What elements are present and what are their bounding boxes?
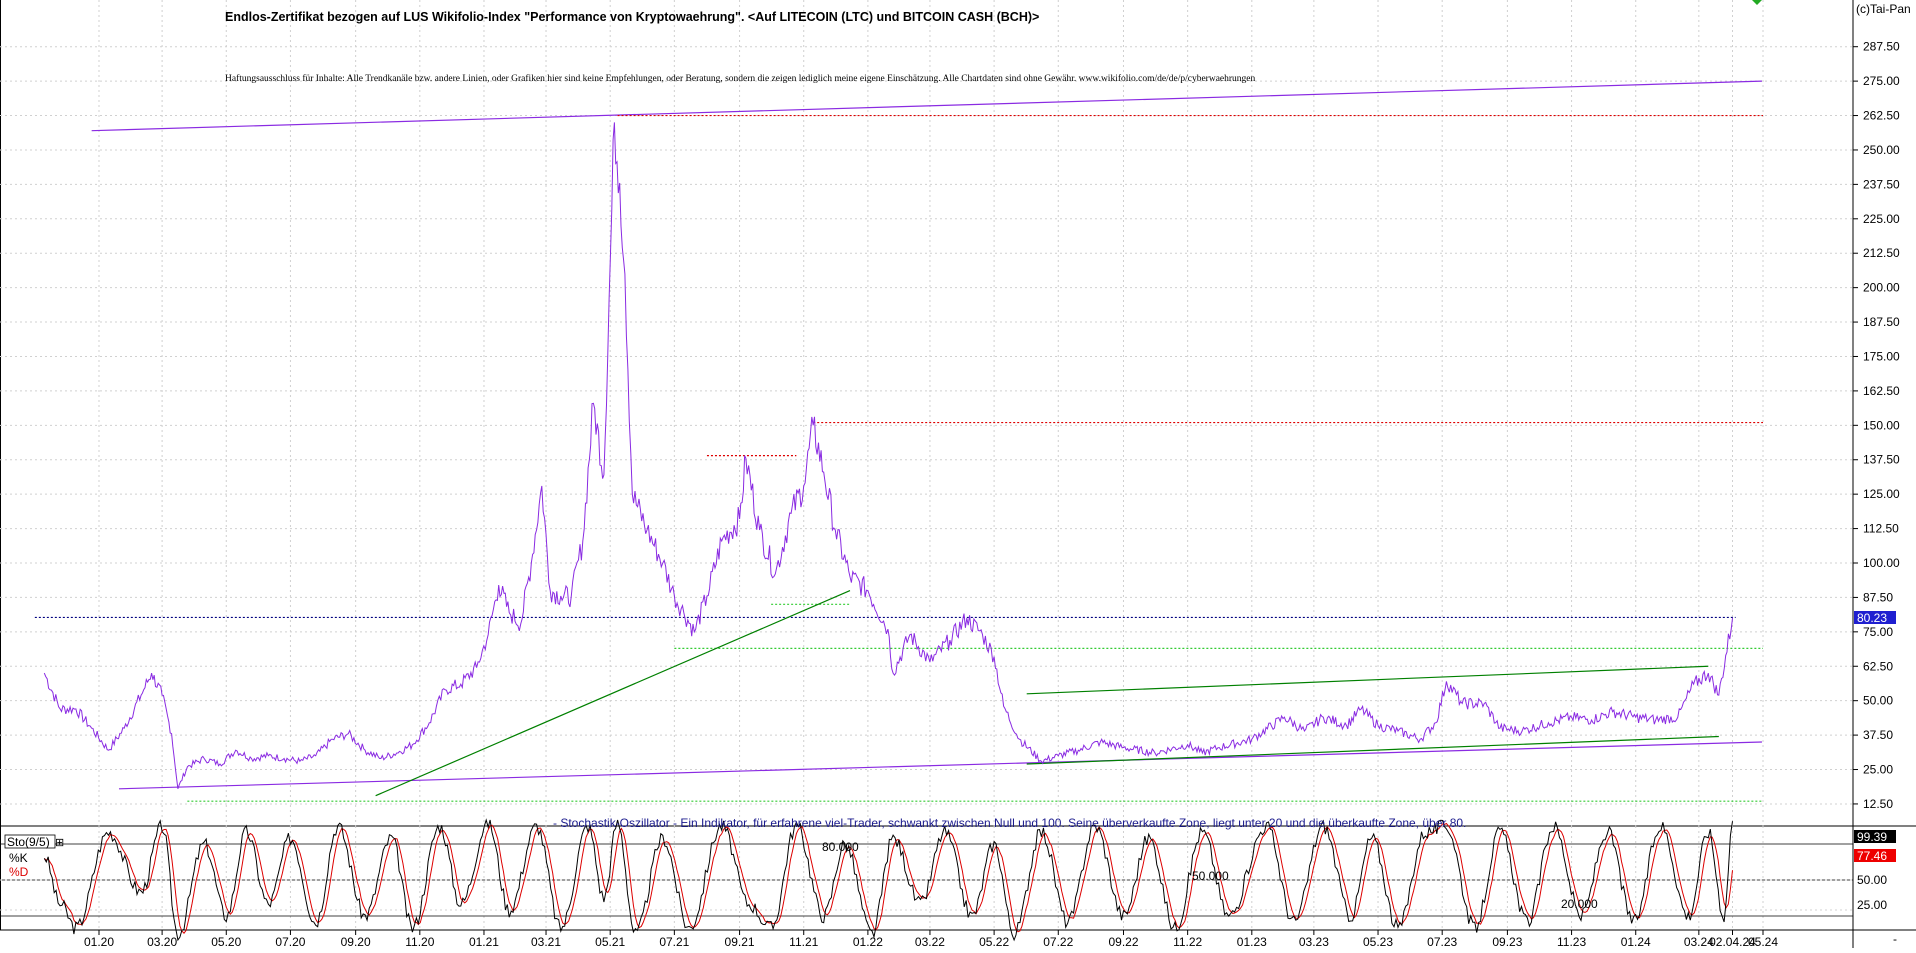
- x-tick-label: 09.23: [1492, 935, 1522, 948]
- oscillator-label-box[interactable]: [4, 834, 56, 849]
- y-tick-label: 225.00: [1863, 212, 1900, 226]
- y-tick-label: 150.00: [1863, 418, 1900, 432]
- x-tick-label: 11.21: [789, 935, 818, 948]
- k-value-badge: [1854, 830, 1896, 843]
- level-20-label: 20.000: [1561, 897, 1598, 911]
- osc-tick-25: 25.00: [1857, 898, 1887, 912]
- x-tick-label: 01.22: [853, 935, 883, 948]
- y-tick-label: 75.00: [1863, 625, 1893, 639]
- x-tick-label: 01.24: [1621, 935, 1651, 948]
- x-axis: 01.20 03.20 05.20 07.20 09.20 11.20 01.21 03.21…: [84, 930, 1778, 949]
- channel-top-line: [1026, 665, 1709, 695]
- x-tick-label: 03.22: [915, 935, 945, 948]
- y-tick-label: 137.50: [1863, 453, 1900, 467]
- axis-minus-icon[interactable]: -: [1893, 932, 1897, 946]
- oscillator-title: - Stochastik-Oszillator - Ein Indikator,…: [553, 816, 1466, 830]
- x-tick-label: 09.21: [725, 935, 755, 948]
- d-value-label: 77.46: [1857, 849, 1887, 863]
- x-tick-label: 11.20: [405, 935, 434, 948]
- y-tick-label: 112.50: [1863, 522, 1899, 536]
- y-tick-label: 275.00: [1863, 74, 1900, 88]
- x-tick-label: 05.23: [1363, 935, 1393, 948]
- y-tick-label: 25.00: [1863, 763, 1893, 777]
- k-legend: %K: [9, 851, 28, 865]
- y-tick-label: 12.50: [1863, 797, 1893, 811]
- y-tick-label: 200.00: [1863, 281, 1900, 295]
- y-tick-label: 37.50: [1863, 728, 1893, 742]
- y-tick-label: 87.50: [1863, 590, 1893, 604]
- y-tick-label: 212.50: [1863, 246, 1900, 260]
- d-legend: %D: [9, 865, 29, 879]
- y-tick-label: 175.00: [1863, 349, 1900, 363]
- x-tick-label: 05.21: [595, 935, 625, 948]
- channel-bottom-line: [1026, 735, 1719, 765]
- x-tick-label: 09.20: [341, 935, 371, 948]
- oscillator-add-icon[interactable]: ⊞: [55, 837, 64, 849]
- x-tick-label: 02.04.24: [1709, 935, 1756, 948]
- x-tick-label: 01.23: [1237, 935, 1267, 948]
- disclaimer-text: Haftungsausschluss für Inhalte: Alle Tre…: [225, 73, 1256, 84]
- last-price-label: 80.23: [1857, 611, 1887, 625]
- x-tick-label: 07.22: [1043, 935, 1073, 948]
- y-tick-label: 100.00: [1863, 556, 1900, 570]
- trendline-layer: [34, 80, 1763, 802]
- copyright-label: (c)Tai-Pan: [1856, 2, 1911, 16]
- x-tick-label: 05.20: [211, 935, 241, 948]
- chart-title: Endlos-Zertifikat bezogen auf LUS Wikifo…: [225, 10, 1039, 24]
- level-80-label: 80.000: [822, 840, 859, 854]
- x-tick-label: 11.23: [1557, 935, 1586, 948]
- uptrend-line: [375, 589, 851, 797]
- x-tick-label: 07.23: [1427, 935, 1457, 948]
- y-tick-label: 250.00: [1863, 143, 1900, 157]
- y-tick-label: 162.50: [1863, 384, 1900, 398]
- y-tick-label: 262.50: [1863, 109, 1900, 123]
- k-value-label: 99.39: [1857, 830, 1887, 844]
- y-tick-label: 62.50: [1863, 659, 1893, 673]
- x-tick-label: 05.24: [1748, 935, 1778, 948]
- price-series-line: [43, 122, 1733, 789]
- upper-channel-line: [91, 80, 1762, 132]
- x-tick-label: 11.22: [1173, 935, 1202, 948]
- y-tick-label: 187.50: [1863, 315, 1900, 329]
- last-price-badge: [1854, 611, 1896, 624]
- x-tick-label: 07.20: [275, 935, 305, 948]
- d-value-badge: [1854, 849, 1896, 862]
- osc-tick-50: 50.00: [1857, 873, 1887, 887]
- scroll-marker-icon[interactable]: [1752, 0, 1762, 5]
- x-tick-label: 03.21: [531, 935, 561, 948]
- x-tick-label: 05.22: [979, 935, 1009, 948]
- oscillator-layer: [0, 818, 1853, 942]
- level-50-label: 50.000: [1192, 869, 1229, 883]
- lower-channel-line: [118, 741, 1762, 790]
- x-tick-label: 07.21: [659, 935, 689, 948]
- x-tick-label: 01.20: [84, 935, 114, 948]
- x-tick-label: 09.22: [1108, 935, 1138, 948]
- price-layer: [43, 122, 1733, 789]
- stochastic-d-line: [43, 822, 1733, 934]
- y-axis: 287.50 275.00 262.50 250.00 237.50 225.00 212.…: [1853, 40, 1900, 811]
- y-tick-label: 125.00: [1863, 487, 1900, 501]
- x-tick-label: 01.21: [469, 935, 499, 948]
- x-tick-label: 03.20: [147, 935, 177, 948]
- stochastic-k-line: [43, 818, 1733, 942]
- oscillator-label: Sto(9/5): [7, 835, 50, 849]
- x-tick-label: 03.24: [1684, 935, 1714, 948]
- x-tick-label: 03.23: [1299, 935, 1329, 948]
- y-tick-label: 287.50: [1863, 40, 1900, 54]
- y-tick-label: 50.00: [1863, 694, 1893, 708]
- y-tick-label: 237.50: [1863, 177, 1900, 191]
